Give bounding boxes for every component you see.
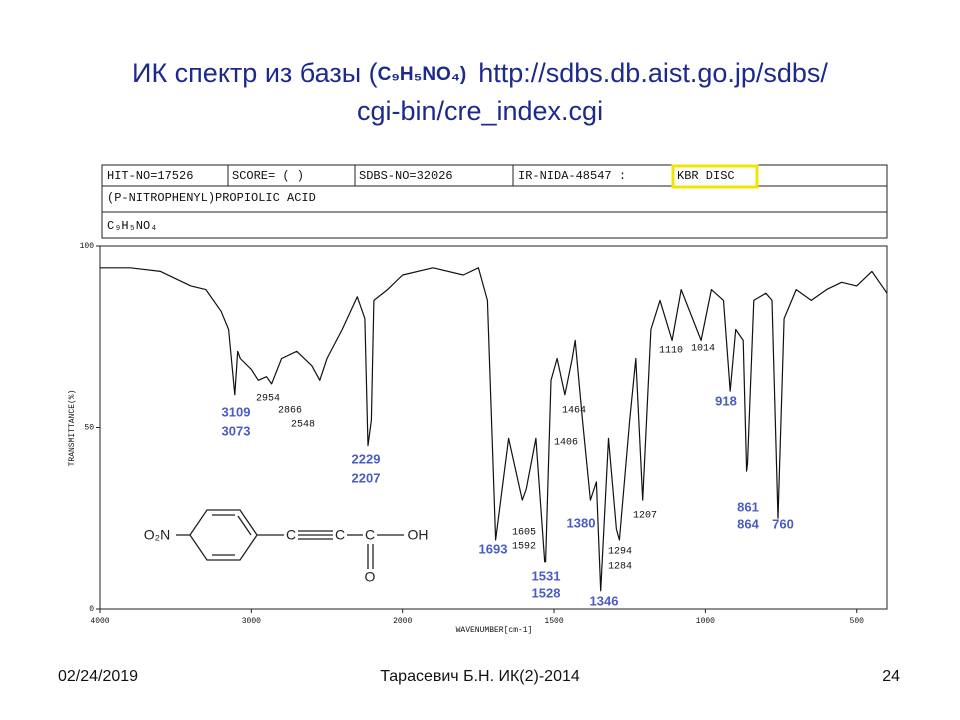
peak-label: 2548 bbox=[291, 420, 315, 431]
atom-label: C bbox=[286, 527, 296, 543]
peak-label: 1294 bbox=[608, 547, 632, 558]
x-tick-label: 1500 bbox=[544, 617, 563, 626]
highlight bbox=[671, 164, 759, 189]
peak-label: 918 bbox=[715, 393, 737, 408]
x-tick-label: 500 bbox=[850, 617, 865, 626]
peak-label: 3109 bbox=[222, 404, 251, 419]
spectrum-line bbox=[100, 267, 888, 592]
peak-label: 1207 bbox=[633, 511, 657, 522]
url: http://sdbs.db.aist.go.jp/sdbs/ bbox=[478, 58, 828, 88]
title-formula: C₉H₅NO₄) bbox=[378, 64, 467, 85]
peak-label: 2866 bbox=[278, 406, 302, 417]
y-axis-label: TRANSMITTANCE(%) bbox=[68, 390, 77, 467]
peak-label: 1592 bbox=[512, 542, 536, 553]
title-prefix: ИК спектр из базы ( bbox=[132, 58, 378, 88]
url-line2: cgi-bin/cre_index.cgi bbox=[357, 96, 603, 126]
benzene-ring bbox=[189, 509, 258, 561]
ir-nida: IR-NIDA-48547 : bbox=[518, 169, 626, 183]
slide-title: ИК спектр из базы (C₉H₅NO₄) http://sdbs.d… bbox=[132, 58, 828, 88]
formula: C₉H₅NO₄ bbox=[107, 219, 157, 233]
x-tick-label: 3000 bbox=[242, 617, 261, 626]
peak-labels: 3109 3073 2954 2866 2548 2229 2207 1693 … bbox=[222, 344, 794, 609]
atom-label: C bbox=[335, 527, 345, 543]
x-tick-label: 2000 bbox=[393, 617, 412, 626]
peak-label: 861 bbox=[737, 499, 759, 514]
peak-label: 2207 bbox=[352, 470, 381, 485]
atom-label: O₂N bbox=[144, 527, 170, 543]
atom-label: C bbox=[365, 527, 375, 543]
spectrum: WAVENUMBER[cm-1] TRANSMITTANCE(%) 4000 30… bbox=[68, 242, 888, 635]
y-tick-label: 0 bbox=[89, 605, 94, 614]
peak-label: 1531 bbox=[532, 568, 561, 583]
header-box: HIT-NO=17526 SCORE= ( ) SDBS-NO=32026 IR… bbox=[101, 164, 888, 239]
peak-label: 864 bbox=[737, 516, 759, 531]
peak-label: 1605 bbox=[512, 528, 536, 539]
structure bbox=[176, 509, 404, 569]
peak-label: 1346 bbox=[590, 593, 619, 608]
x-tick-label: 1000 bbox=[696, 617, 715, 626]
footer-date: 02/24/2019 bbox=[58, 668, 138, 685]
sdbs-no: SDBS-NO=32026 bbox=[359, 169, 453, 183]
y-tick-label: 100 bbox=[80, 242, 95, 251]
peak-label: 3073 bbox=[222, 423, 251, 438]
hit-no: HIT-NO=17526 bbox=[107, 169, 193, 183]
sample: KBR DISC bbox=[677, 169, 735, 183]
peak-label: 1014 bbox=[691, 344, 715, 355]
peak-label: 1284 bbox=[608, 562, 632, 573]
peak-label: 1693 bbox=[479, 541, 508, 556]
header-frame bbox=[101, 164, 888, 239]
peak-label: 1110 bbox=[659, 346, 683, 357]
peak-label: 1464 bbox=[562, 406, 586, 417]
bond bbox=[237, 515, 252, 536]
footer-page: 24 bbox=[882, 668, 900, 685]
y-tick-label: 50 bbox=[84, 424, 94, 433]
compound: (P-NITROPHENYL)PROPIOLIC ACID bbox=[107, 191, 316, 205]
score: SCORE= ( ) bbox=[232, 169, 304, 183]
x-tick-label: 4000 bbox=[90, 617, 109, 626]
peak-label: 1406 bbox=[554, 438, 578, 449]
peak-label: 760 bbox=[772, 516, 794, 531]
footer-center: Тарасевич Б.Н. ИК(2)-2014 bbox=[380, 668, 580, 685]
peak-label: 1528 bbox=[532, 585, 561, 600]
atom-label: O bbox=[365, 569, 376, 585]
x-axis-label: WAVENUMBER[cm-1] bbox=[456, 626, 533, 635]
peak-label: 1380 bbox=[567, 515, 596, 530]
peak-label: 2229 bbox=[352, 451, 381, 466]
atom-label: OH bbox=[408, 527, 429, 543]
peak-label: 2954 bbox=[256, 394, 280, 405]
